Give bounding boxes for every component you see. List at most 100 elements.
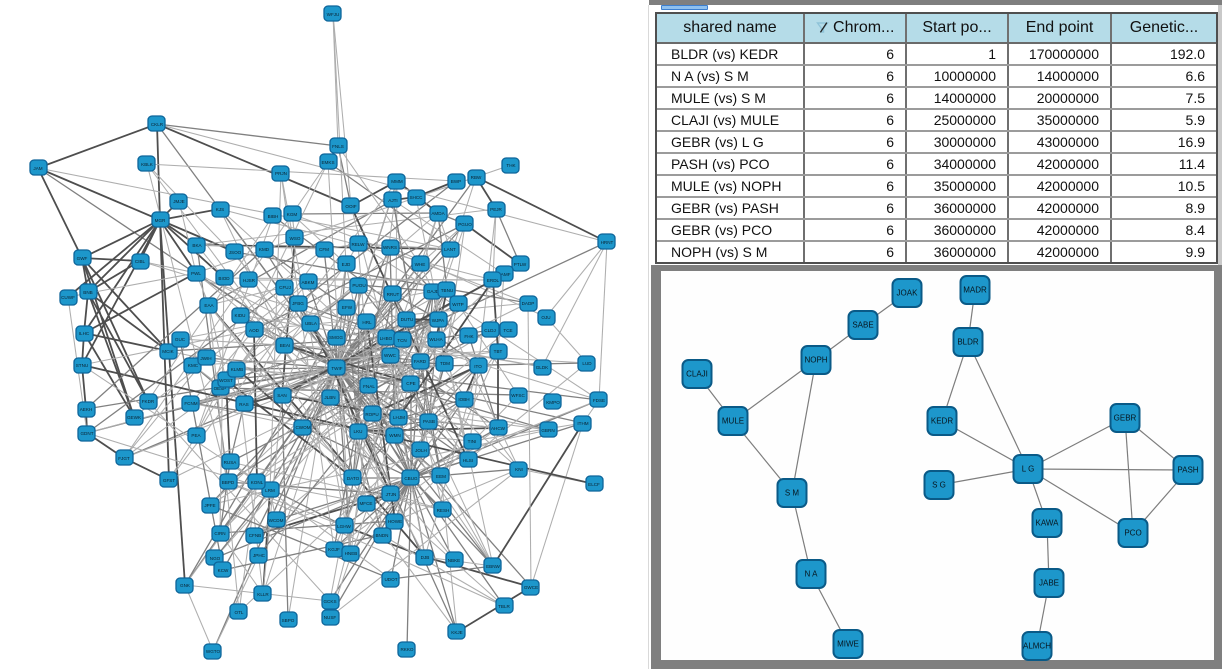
svg-text:IOBH: IOBH bbox=[458, 397, 469, 402]
svg-text:KNI: KNI bbox=[515, 467, 523, 472]
svg-text:SHCC: SHCC bbox=[409, 195, 423, 200]
svg-text:WGTO: WGTO bbox=[206, 649, 221, 654]
svg-text:WFSC: WFSC bbox=[511, 393, 525, 398]
svg-text:BIBH: BIBH bbox=[268, 214, 279, 219]
svg-text:HOWE: HOWE bbox=[388, 519, 402, 524]
svg-text:LHJM: LHJM bbox=[393, 415, 405, 420]
svg-text:EFW: EFW bbox=[342, 305, 353, 310]
svg-text:PUOU: PUOU bbox=[352, 283, 365, 288]
svg-text:STNU: STNU bbox=[76, 363, 89, 368]
svg-text:CIBL: CIBL bbox=[135, 259, 146, 264]
svg-text:EMKS: EMKS bbox=[321, 160, 334, 165]
svg-text:PWL: PWL bbox=[191, 271, 201, 276]
svg-text:KGM: KGM bbox=[287, 212, 298, 217]
svg-text:MADR: MADR bbox=[963, 286, 987, 295]
svg-text:KONL: KONL bbox=[251, 480, 264, 485]
svg-text:MFCE: MFCE bbox=[359, 501, 372, 506]
svg-text:UDOT: UDOT bbox=[384, 577, 397, 582]
svg-text:GCKS: GCKS bbox=[323, 599, 336, 604]
svg-text:CBUG: CBUG bbox=[404, 476, 418, 481]
svg-text:EEM: EEM bbox=[436, 474, 446, 479]
svg-text:THK: THK bbox=[506, 163, 516, 168]
svg-text:BWP: BWP bbox=[451, 179, 461, 184]
svg-text:S G: S G bbox=[932, 481, 946, 490]
svg-text:TINI: TINI bbox=[468, 439, 477, 444]
svg-text:RESH: RESH bbox=[437, 508, 450, 513]
svg-text:HLSI: HLSI bbox=[463, 458, 473, 463]
svg-text:ELCF: ELCF bbox=[588, 482, 600, 487]
svg-text:KMC: KMC bbox=[188, 363, 199, 368]
svg-text:KKJE: KKJE bbox=[451, 630, 463, 635]
svg-text:GAJD: GAJD bbox=[427, 289, 440, 294]
svg-text:GLDK: GLDK bbox=[536, 365, 549, 370]
svg-text:JAM: JAM bbox=[33, 166, 42, 171]
svg-text:FNAL: FNAL bbox=[363, 384, 375, 389]
svg-text:WJPA: WJPA bbox=[432, 318, 445, 323]
svg-text:PGUO: PGUO bbox=[458, 222, 472, 227]
svg-text:BNB: BNB bbox=[83, 290, 92, 295]
svg-text:JOLH: JOLH bbox=[415, 448, 427, 453]
svg-text:HJSR: HJSR bbox=[243, 278, 256, 283]
svg-text:ALMCH: ALMCH bbox=[1023, 642, 1051, 651]
svg-text:LHBO: LHBO bbox=[380, 336, 393, 341]
svg-text:KEDR: KEDR bbox=[931, 417, 953, 426]
svg-text:TCE: TCE bbox=[503, 328, 512, 333]
svg-text:FCNM: FCNM bbox=[184, 401, 197, 406]
svg-text:HNEB: HNEB bbox=[345, 551, 358, 556]
svg-text:GEWK: GEWK bbox=[127, 415, 142, 420]
svg-text:CLDJ: CLDJ bbox=[484, 328, 496, 333]
svg-text:CKLR: CKLR bbox=[151, 122, 164, 127]
svg-text:WLHA: WLHA bbox=[429, 337, 443, 342]
svg-text:CFM: CFM bbox=[319, 247, 329, 252]
svg-text:RELW: RELW bbox=[352, 242, 366, 247]
svg-text:SMGG: SMGG bbox=[329, 335, 343, 340]
svg-text:AHCW: AHCW bbox=[491, 426, 506, 431]
svg-text:NBKE: NBKE bbox=[448, 558, 461, 563]
svg-text:CLAJI: CLAJI bbox=[686, 370, 708, 379]
svg-text:PASB: PASB bbox=[423, 419, 435, 424]
svg-text:S M: S M bbox=[785, 489, 800, 498]
svg-text:ROPU: ROPU bbox=[365, 412, 378, 417]
svg-text:MGR: MGR bbox=[155, 218, 166, 223]
svg-text:GBRN: GBRN bbox=[541, 428, 554, 433]
svg-text:NOPH: NOPH bbox=[804, 356, 827, 365]
svg-text:KCW: KCW bbox=[218, 568, 229, 573]
svg-text:JFBG: JFBG bbox=[292, 301, 304, 306]
svg-text:CFNB: CFNB bbox=[249, 533, 262, 538]
svg-text:EAA: EAA bbox=[204, 303, 214, 308]
svg-text:OTL: OTL bbox=[235, 610, 244, 615]
svg-text:GEBR: GEBR bbox=[1114, 414, 1137, 423]
svg-text:OJU: OJU bbox=[541, 315, 550, 320]
svg-text:LGHW: LGHW bbox=[337, 524, 351, 529]
svg-text:CWOM: CWOM bbox=[295, 425, 310, 430]
svg-text:FARD: FARD bbox=[414, 359, 427, 364]
svg-text:JOAK: JOAK bbox=[897, 289, 919, 298]
svg-text:KIDU: KIDU bbox=[235, 313, 246, 318]
svg-text:CUWF: CUWF bbox=[61, 295, 75, 300]
svg-text:WHE: WHE bbox=[415, 262, 426, 267]
svg-text:PTLW: PTLW bbox=[514, 262, 527, 267]
svg-text:AOD: AOD bbox=[249, 328, 260, 333]
svg-text:RAS: RAS bbox=[239, 402, 248, 407]
svg-text:JTJN: JTJN bbox=[386, 492, 397, 497]
svg-text:GWF: GWF bbox=[77, 256, 88, 261]
svg-text:CFUJ: CFUJ bbox=[279, 285, 291, 290]
svg-text:FHK: FHK bbox=[464, 334, 474, 339]
svg-text:RKKO: RKKO bbox=[400, 647, 413, 652]
svg-text:FDSE: FDSE bbox=[593, 398, 605, 403]
svg-text:WNRS: WNRS bbox=[383, 245, 397, 250]
svg-text:JLBN: JLBN bbox=[324, 395, 335, 400]
svg-text:WSO: WSO bbox=[290, 236, 301, 241]
svg-text:KJS: KJS bbox=[216, 207, 224, 212]
svg-text:GWCE: GWCE bbox=[524, 585, 538, 590]
svg-text:MULE: MULE bbox=[722, 417, 744, 426]
svg-text:EJD: EJD bbox=[342, 262, 351, 267]
svg-text:WOST: WOST bbox=[219, 378, 233, 383]
svg-text:LANT: LANT bbox=[444, 247, 456, 252]
svg-text:SAN: SAN bbox=[277, 393, 286, 398]
svg-text:PCO: PCO bbox=[1124, 529, 1141, 538]
svg-text:KGJF: KGJF bbox=[328, 547, 340, 552]
svg-text:TWIF: TWIF bbox=[331, 366, 342, 371]
svg-text:TDM: TDM bbox=[440, 361, 450, 366]
svg-text:AJTI: AJTI bbox=[388, 198, 397, 203]
